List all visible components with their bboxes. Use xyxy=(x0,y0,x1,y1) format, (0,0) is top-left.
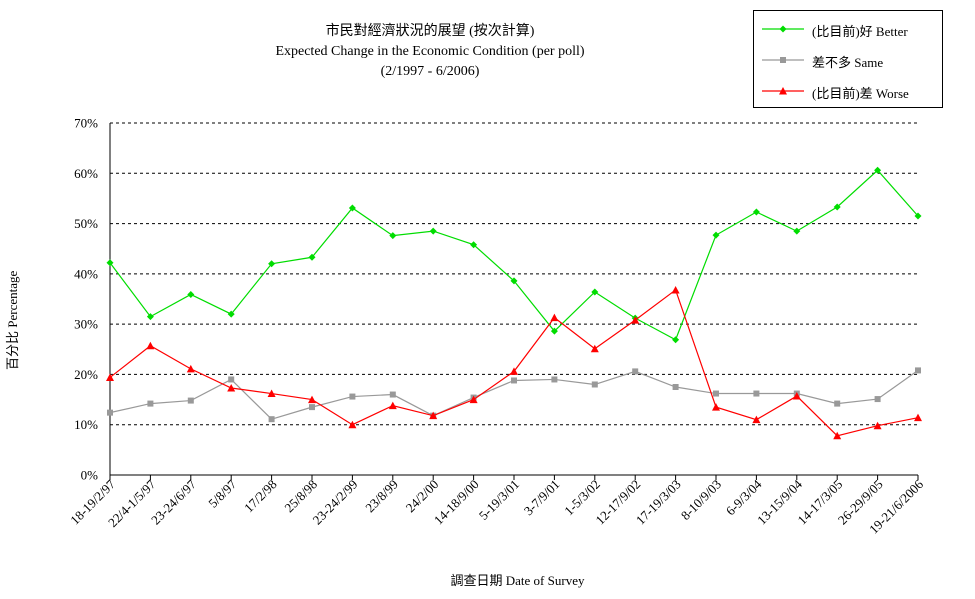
data-point xyxy=(793,227,801,235)
data-point xyxy=(227,384,236,392)
data-point xyxy=(186,364,195,373)
chart-title-block: 市民對經濟狀況的展望 (按次計算) Expected Change in the… xyxy=(180,22,680,82)
x-tick-label: 23-24/6/97 xyxy=(148,476,199,527)
x-tick-label: 23-24/2/99 xyxy=(310,477,361,528)
y-tick-label: 60% xyxy=(74,166,98,181)
data-point xyxy=(147,400,154,407)
data-point xyxy=(348,204,356,212)
data-point xyxy=(106,259,114,267)
data-point xyxy=(429,411,438,420)
data-point xyxy=(348,420,357,429)
data-point xyxy=(389,391,396,398)
y-tick-label: 10% xyxy=(74,417,98,432)
data-point xyxy=(671,285,680,294)
data-point xyxy=(228,376,235,383)
data-point xyxy=(753,390,760,397)
y-tick-label: 0% xyxy=(81,468,99,483)
y-tick-label: 40% xyxy=(74,266,98,281)
data-point xyxy=(511,377,517,384)
chart-subtitle: Expected Change in the Economic Conditio… xyxy=(275,44,585,59)
legend-item-better: (比目前)好 Better xyxy=(760,19,940,41)
legend-item-same: 差不多 Same xyxy=(760,50,940,72)
x-tick-label: 8-10/9/03 xyxy=(678,477,724,523)
data-point xyxy=(914,413,922,422)
x-tick-label: 14-18/9/00 xyxy=(431,477,482,528)
legend-swatch-worse xyxy=(762,87,804,95)
chart-period: (2/1997 - 6/2006) xyxy=(380,64,480,79)
data-point xyxy=(914,212,922,220)
data-point xyxy=(187,290,195,298)
data-point xyxy=(752,415,761,424)
legend-label-better: (比目前)好 Better xyxy=(812,24,908,39)
legend-swatch-better xyxy=(762,25,804,33)
legend-label-same: 差不多 Same xyxy=(812,55,884,70)
data-point xyxy=(429,227,437,235)
data-point xyxy=(470,241,478,249)
data-point xyxy=(510,367,518,375)
data-point xyxy=(915,367,921,374)
data-point xyxy=(349,393,356,400)
data-point xyxy=(792,392,801,400)
data-point xyxy=(550,313,559,322)
x-tick-label: 5-19/3/01 xyxy=(476,477,522,523)
data-point xyxy=(106,373,114,381)
data-point xyxy=(268,416,275,423)
data-point xyxy=(227,310,235,318)
chart-title: 市民對經濟狀況的展望 (按次計算) xyxy=(325,24,535,39)
data-point xyxy=(469,395,478,404)
x-tick-label: 17/2/98 xyxy=(241,477,280,516)
data-point xyxy=(833,203,841,211)
y-tick-label: 70% xyxy=(74,116,98,131)
y-tick-label: 50% xyxy=(74,216,98,231)
x-tick-label: 17-19/3/03 xyxy=(633,477,684,528)
data-point xyxy=(268,260,276,268)
x-tick-label: 24/2/00 xyxy=(403,477,442,516)
data-point xyxy=(672,336,680,344)
data-point xyxy=(389,232,397,240)
legend-label-worse: (比目前)差 Worse xyxy=(812,86,909,101)
data-point xyxy=(713,390,719,397)
data-point xyxy=(107,409,113,416)
data-point xyxy=(632,368,639,375)
data-point xyxy=(591,288,599,296)
data-point xyxy=(187,397,194,404)
data-point xyxy=(388,401,397,410)
data-point xyxy=(590,344,599,353)
data-point xyxy=(874,396,881,403)
data-point xyxy=(146,313,154,321)
data-point xyxy=(833,431,842,440)
data-point xyxy=(550,327,558,335)
data-point xyxy=(309,404,315,411)
data-point xyxy=(874,166,882,174)
data-point xyxy=(752,208,760,216)
data-point xyxy=(308,253,316,261)
data-point xyxy=(712,403,720,411)
data-point xyxy=(834,400,841,407)
y-axis-label: 百分比 Percentage xyxy=(5,270,20,370)
legend: (比目前)好 Better 差不多 Same (比目前)差 Worse xyxy=(753,10,943,108)
data-point xyxy=(712,231,720,239)
legend-swatch-same xyxy=(762,57,804,63)
y-tick-label: 20% xyxy=(74,367,98,382)
data-point xyxy=(551,376,558,383)
data-point xyxy=(873,421,882,430)
data-point xyxy=(146,341,155,350)
x-tick-label: 5/8/97 xyxy=(205,476,239,510)
legend-item-worse: (比目前)差 Worse xyxy=(760,81,940,103)
data-point xyxy=(308,395,316,404)
data-point xyxy=(510,277,518,285)
y-tick-label: 30% xyxy=(74,317,98,332)
data-point xyxy=(267,389,276,398)
data-point xyxy=(631,316,640,324)
x-tick-label: 3-7/9/01 xyxy=(521,477,563,519)
x-tick-label: 25/8/98 xyxy=(281,477,320,516)
data-point xyxy=(591,381,598,388)
x-axis-label: 調查日期 Date of Survey xyxy=(450,573,585,588)
x-tick-label: 23/8/99 xyxy=(362,477,401,516)
data-point xyxy=(672,384,679,390)
